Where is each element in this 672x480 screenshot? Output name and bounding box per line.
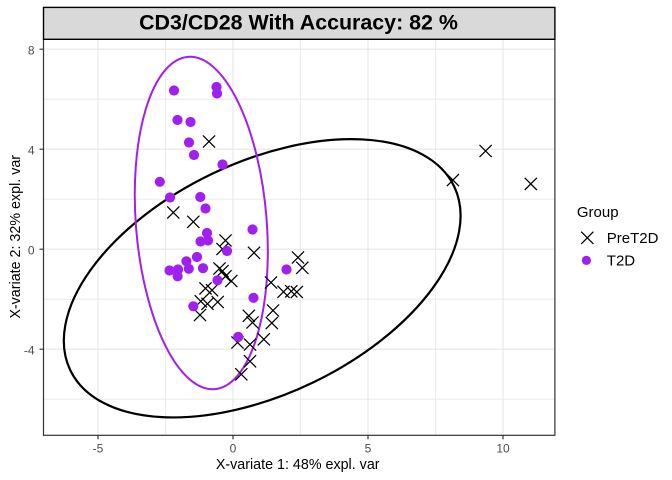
svg-text:0: 0 <box>28 244 35 258</box>
svg-text:T2D: T2D <box>607 253 636 270</box>
svg-text:X-variate 2: 32% expl. var: X-variate 2: 32% expl. var <box>8 155 24 319</box>
svg-text:CD3/CD28 With Accuracy: 82 %: CD3/CD28 With Accuracy: 82 % <box>139 10 458 34</box>
svg-text:0: 0 <box>230 442 237 456</box>
svg-text:X-variate 1: 48% expl. var: X-variate 1: 48% expl. var <box>216 457 380 473</box>
svg-text:4: 4 <box>28 144 35 158</box>
svg-text:-5: -5 <box>93 442 104 456</box>
svg-text:-4: -4 <box>24 344 35 358</box>
svg-text:8: 8 <box>28 44 35 58</box>
svg-text:5: 5 <box>365 442 372 456</box>
svg-text:PreT2D: PreT2D <box>607 230 659 247</box>
svg-text:Group: Group <box>577 204 619 221</box>
svg-text:10: 10 <box>496 442 510 456</box>
